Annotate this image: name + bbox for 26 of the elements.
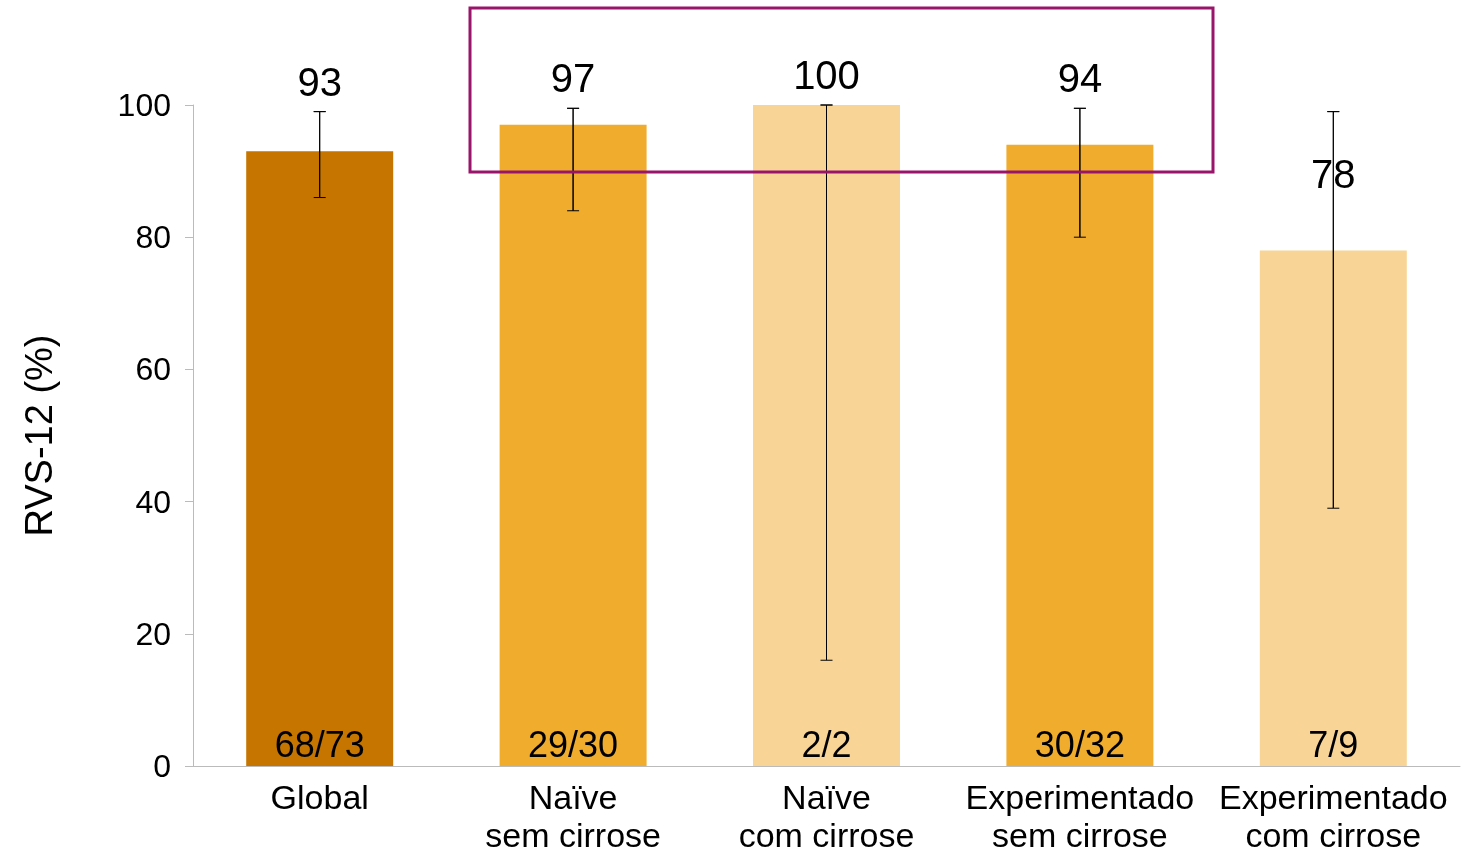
x-tick-label: Naïve com cirrose [738,778,915,854]
bar [246,151,394,766]
bar [753,105,900,766]
y-tick-label: 0 [153,748,171,784]
annotation: 7/9 [1308,723,1359,765]
y-axis-title: RVS-12 (%) [18,334,60,537]
y-tick-label: 60 [135,351,171,388]
annotation: 2/2 [801,723,852,765]
data-label: 94 [1057,56,1103,101]
x-tick-label: Experimentado com cirrose [1218,778,1448,854]
bar [1006,144,1154,766]
data-label: 100 [793,53,860,97]
data-label: 97 [550,56,596,101]
y-tick-label: 40 [135,483,171,520]
annotation: 30/32 [1034,723,1125,765]
x-tick-label: Experimentado sem cirrose [965,778,1195,854]
y-tick-label: 80 [135,219,171,256]
annotation: 68/73 [274,723,365,765]
x-tick-label: Global [270,778,369,816]
y-tick-label: 100 [117,87,171,123]
y-tick-label: 20 [135,615,171,652]
annotation: 29/30 [528,723,619,765]
x-tick-label: Naïve sem cirrose [485,778,661,854]
bar [499,124,647,766]
bar [1259,250,1407,766]
data-label: 93 [297,59,342,104]
